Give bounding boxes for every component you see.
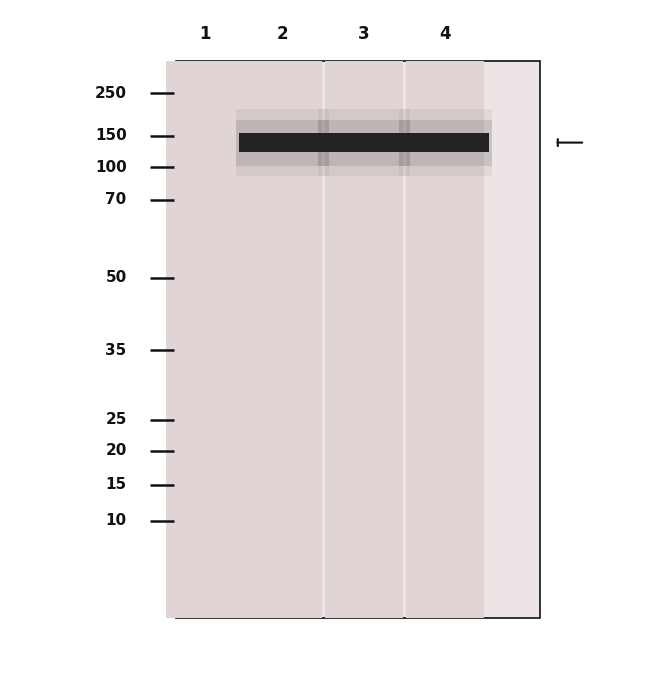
Text: 20: 20	[105, 443, 127, 458]
Text: 2: 2	[277, 25, 289, 43]
Bar	[325, 61, 403, 618]
Bar	[401, 133, 489, 152]
Bar	[320, 133, 408, 152]
Text: 3: 3	[358, 25, 370, 43]
Text: 70: 70	[105, 192, 127, 207]
Text: 50: 50	[105, 270, 127, 285]
Bar	[176, 61, 540, 618]
Text: 1: 1	[199, 25, 211, 43]
Text: 35: 35	[105, 343, 127, 358]
Bar	[318, 120, 410, 166]
Text: 4: 4	[439, 25, 451, 43]
Bar	[318, 109, 410, 176]
Text: 10: 10	[105, 513, 127, 528]
Bar	[166, 61, 244, 618]
Bar	[237, 109, 329, 176]
Bar	[237, 120, 329, 166]
Bar	[239, 133, 327, 152]
Bar	[406, 61, 484, 618]
Text: 25: 25	[105, 412, 127, 427]
Text: 100: 100	[95, 160, 127, 175]
Bar	[399, 120, 491, 166]
Text: 150: 150	[95, 128, 127, 143]
Bar	[244, 61, 322, 618]
Bar	[399, 109, 491, 176]
Text: 250: 250	[95, 86, 127, 100]
Text: 15: 15	[105, 477, 127, 492]
